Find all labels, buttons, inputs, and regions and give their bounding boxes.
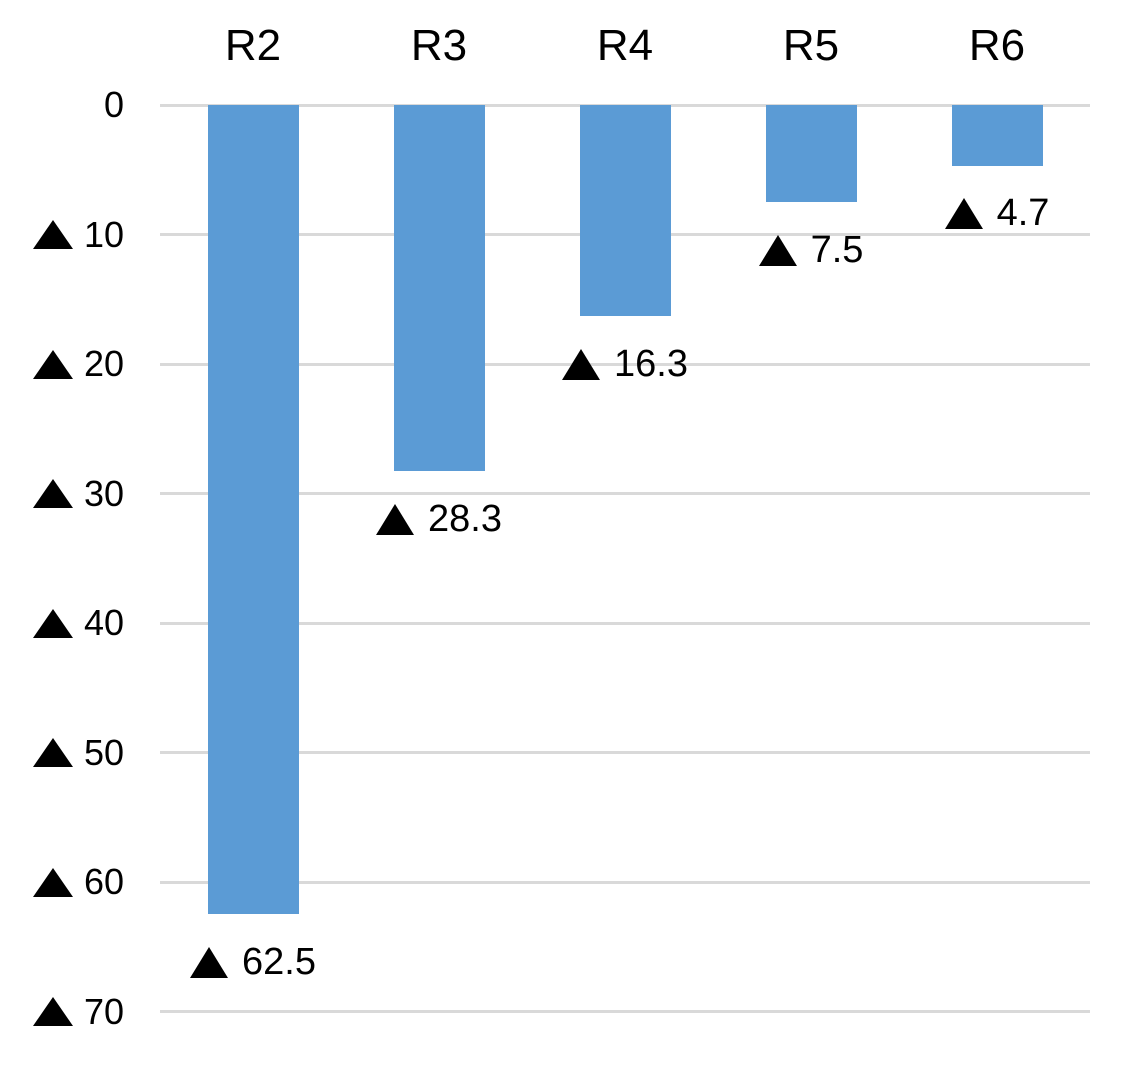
bar-r6 [951,105,1043,166]
gridline-20 [160,362,1090,366]
y-axis-tick-value: 70 [83,990,124,1032]
y-axis-tick-label-70: 70 [0,989,124,1035]
negative-triangle-icon [32,867,73,897]
category-label-r2: R2 [224,21,282,70]
negative-triangle-icon [32,479,73,508]
category-label-r4: R4 [596,21,654,70]
y-axis-tick-label-60: 60 [0,859,124,905]
negative-triangle-icon [32,997,73,1026]
negative-triangle-icon [32,738,73,767]
negative-triangle-icon [758,234,797,266]
y-axis-tick-label-10: 10 [0,212,124,258]
negative-triangle-icon [32,608,73,638]
category-label-r5: R5 [782,21,840,70]
data-label-r5: 7.5 [711,227,911,273]
negative-triangle-icon [562,348,601,380]
data-label-value: 28.3 [428,497,502,540]
gridline-40 [160,621,1090,625]
y-axis-tick-label-30: 30 [0,471,124,517]
y-axis-tick-label-20: 20 [0,341,124,387]
data-label-r2: 62.5 [153,939,353,985]
negative-triangle-icon [32,349,73,379]
negative-triangle-icon [190,946,229,978]
negative-triangle-icon [376,503,415,535]
category-label-r3: R3 [410,21,468,70]
negative-triangle-icon [32,220,73,249]
y-axis-tick-value: 50 [83,731,124,773]
gridline-30 [160,492,1090,495]
y-axis-tick-value: 20 [83,343,124,384]
data-label-value: 16.3 [614,342,688,385]
bar-r5 [765,105,857,203]
y-axis-tick-label-0: 0 [0,82,124,128]
data-label-r3: 28.3 [339,496,539,542]
data-label-value: 7.5 [810,228,864,271]
bar-r4 [579,105,671,317]
y-axis-tick-label-40: 40 [0,600,124,646]
data-label-value: 62.5 [242,940,316,983]
negative-triangle-icon [944,198,983,230]
y-axis-tick-label-50: 50 [0,730,124,776]
y-axis-tick-value: 60 [83,861,124,902]
gridline-50 [160,751,1090,754]
bar-r2 [207,105,299,915]
data-label-r6: 4.7 [897,191,1097,237]
y-axis-tick-value: 0 [103,84,124,125]
y-axis-tick-value: 30 [83,472,124,514]
category-label-r6: R6 [968,21,1026,70]
y-axis-tick-value: 40 [83,602,124,643]
data-label-r4: 16.3 [525,341,725,387]
gridline-70 [160,1010,1090,1013]
bar-r3 [393,105,485,472]
gridline-60 [160,880,1090,884]
y-axis-tick-value: 10 [83,213,124,255]
data-label-value: 4.7 [996,192,1050,235]
